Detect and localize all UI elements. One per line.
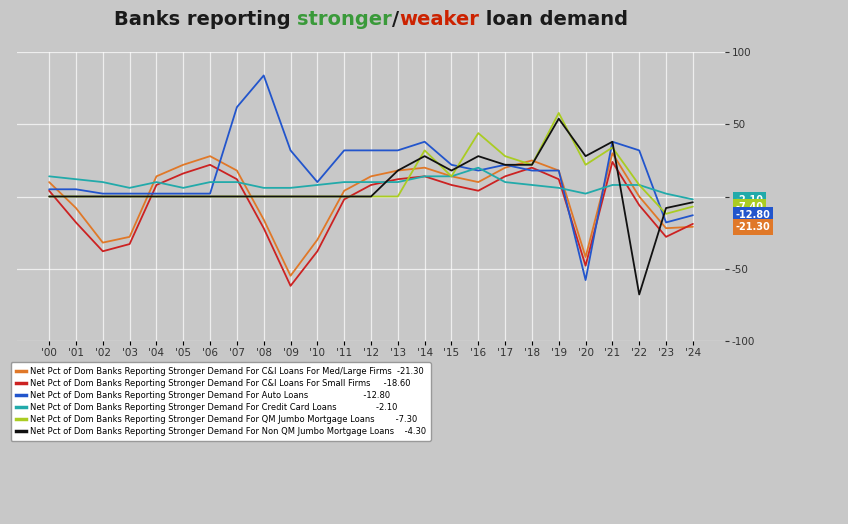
Text: stronger: stronger <box>298 10 392 29</box>
Text: -12.80: -12.80 <box>736 210 771 220</box>
Text: -2.10: -2.10 <box>736 194 764 204</box>
Text: weaker: weaker <box>399 10 479 29</box>
Text: -7.40: -7.40 <box>736 202 764 212</box>
Text: /: / <box>392 10 399 29</box>
Legend: Net Pct of Dom Banks Reporting Stronger Demand For C&I Loans For Med/Large Firms: Net Pct of Dom Banks Reporting Stronger … <box>10 362 431 441</box>
Text: -21.30: -21.30 <box>736 222 771 232</box>
Text: loan demand: loan demand <box>479 10 628 29</box>
Text: Banks reporting: Banks reporting <box>114 10 298 29</box>
